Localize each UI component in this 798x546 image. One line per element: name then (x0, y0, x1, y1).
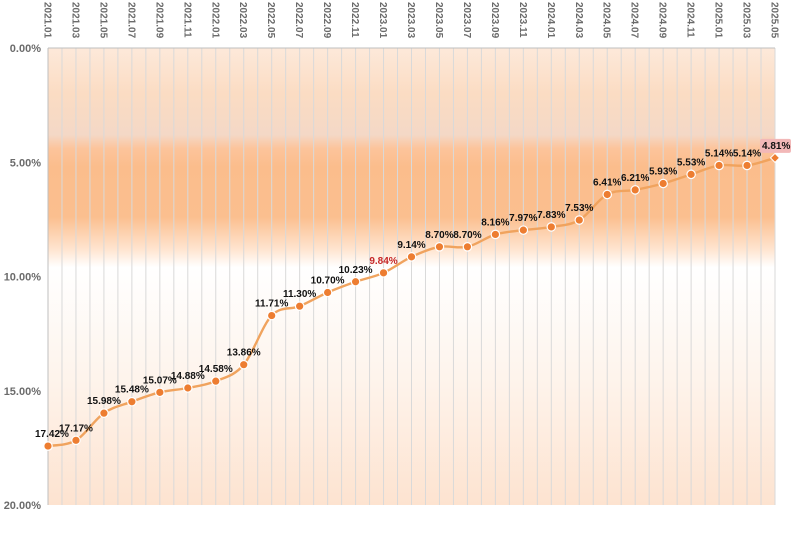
data-point-marker (378, 268, 389, 278)
data-point-marker (658, 178, 668, 189)
data-label: 5.93% (649, 167, 677, 178)
data-point-marker (546, 222, 557, 232)
data-point-marker (183, 383, 193, 393)
data-point-marker (127, 396, 137, 407)
x-tick-label: 2025.01 (713, 2, 724, 39)
x-tick-label: 2021.03 (69, 2, 80, 39)
x-tick-label: 2022.03 (237, 2, 248, 39)
data-point-marker (462, 241, 473, 252)
data-label: 14.88% (171, 371, 205, 382)
data-label: 8.16% (481, 217, 509, 228)
data-labels: 17.42%17.17% 15.98%15.48%15.07%14.88%14.5… (35, 138, 791, 440)
data-label: 15.07% (143, 375, 177, 386)
x-tick-label: 2023.03 (405, 2, 416, 39)
x-tick-label: 2024.01 (545, 2, 556, 39)
data-point-marker (43, 441, 53, 451)
x-tick-label: 2022.07 (293, 2, 304, 39)
data-label: 14.58% (199, 364, 233, 375)
data-label: 5.14% (733, 148, 761, 159)
data-label: 9.14% (397, 240, 425, 251)
data-point-marker (71, 435, 81, 446)
x-tick-label: 2021.11 (181, 2, 192, 38)
y-tick-label: 20.00% (4, 500, 42, 512)
data-point-marker (294, 301, 305, 312)
data-point-marker (155, 387, 165, 398)
data-label: 15.98% (87, 396, 121, 407)
data-label: 8.70% (425, 230, 453, 241)
series-markers (43, 152, 781, 451)
x-tick-label: 2025.03 (741, 2, 752, 39)
x-tick-label: 2022.05 (265, 2, 276, 39)
data-point-marker (686, 169, 696, 180)
data-point-marker (518, 225, 529, 235)
data-label: 13.86% (227, 348, 261, 359)
data-point-marker (99, 408, 109, 418)
x-tick-label: 2021.07 (125, 2, 136, 39)
data-label: 7.53% (565, 203, 593, 214)
data-point-marker (490, 229, 501, 240)
x-axis-ticks: 2021.01 2021.03 2021.05 2021.07 2021.09 2021.… (42, 2, 780, 39)
y-tick-label: 0.00% (10, 43, 41, 55)
x-tick-label: 2024.05 (601, 2, 612, 39)
x-tick-label: 2023.05 (433, 2, 444, 39)
x-tick-label: 2022.09 (321, 2, 332, 39)
data-label: 10.70% (311, 275, 345, 286)
data-label: 8.70% (453, 230, 481, 241)
data-label: 7.83% (537, 210, 565, 221)
data-label: 15.48% (115, 385, 149, 396)
x-tick-label: 2023.07 (461, 2, 472, 39)
x-tick-label: 2022.01 (209, 2, 220, 39)
data-label: 17.42% (35, 429, 69, 440)
data-label: 17.17% (59, 423, 93, 434)
data-label: 9.84% (369, 256, 397, 267)
data-label: 6.21% (621, 173, 649, 184)
data-label: 5.14% (705, 148, 733, 159)
data-point-marker (322, 287, 333, 298)
data-point-marker (714, 160, 724, 171)
data-point-marker (434, 241, 445, 252)
data-point-marker (602, 189, 613, 200)
data-label: 5.53% (677, 157, 705, 168)
vertical-gridlines (47, 48, 776, 505)
data-point-marker (238, 359, 249, 370)
data-point-marker (350, 276, 361, 287)
data-point-marker (630, 185, 640, 195)
data-point-marker (406, 252, 417, 262)
data-label: 10.23% (339, 265, 373, 276)
x-tick-label: 2024.07 (629, 2, 640, 39)
data-label: 11.30% (283, 289, 316, 300)
x-tick-label: 2025.05 (769, 2, 780, 39)
data-point-marker (742, 160, 752, 171)
x-tick-label: 2023.09 (489, 2, 500, 39)
x-tick-label: 2024.09 (657, 2, 668, 39)
data-point-marker (574, 215, 585, 225)
y-tick-label: 5.00% (10, 157, 41, 169)
data-label: 6.41% (593, 177, 621, 188)
data-point-marker (210, 376, 221, 386)
x-tick-label: 2024.11 (685, 2, 696, 38)
x-tick-label: 2023.01 (377, 2, 388, 39)
y-tick-label: 15.00% (4, 386, 42, 398)
x-tick-label: 2023.11 (517, 2, 528, 38)
x-tick-label: 2021.01 (42, 2, 53, 39)
x-tick-label: 2021.05 (97, 2, 108, 39)
data-point-marker (769, 152, 781, 164)
y-axis-ticks: 0.00% 5.00% 10.00% 15.00% 20.00% (4, 43, 42, 512)
x-tick-label: 2021.09 (153, 2, 164, 39)
last-value-label-box (760, 138, 791, 153)
data-label: 7.97% (509, 213, 537, 224)
data-point-marker (266, 310, 277, 321)
data-label: 4.81% (762, 141, 790, 152)
data-label: 11.71% (255, 299, 288, 310)
x-tick-label: 2022.11 (349, 2, 360, 38)
y-tick-label: 10.00% (4, 272, 42, 284)
x-tick-label: 2024.03 (573, 2, 584, 39)
